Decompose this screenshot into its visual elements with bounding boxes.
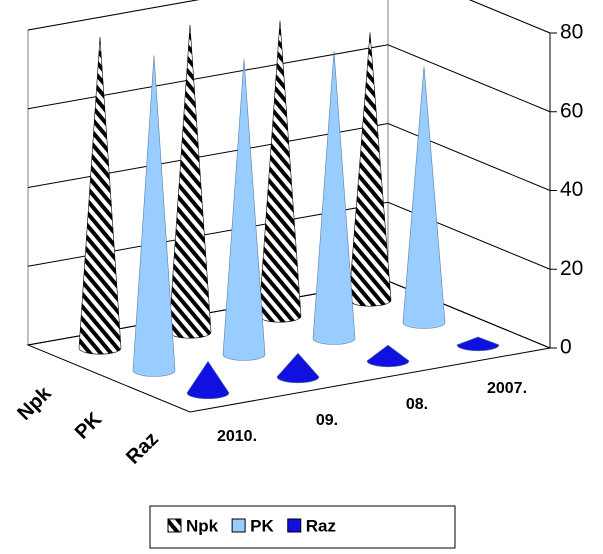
cone [222, 59, 266, 361]
legend: Npk PK Raz [149, 505, 456, 549]
x-tick-label: 08. [406, 396, 428, 413]
cone [132, 55, 176, 377]
legend-swatch [167, 518, 182, 533]
cone [312, 51, 356, 345]
depth-label: Npk [13, 382, 56, 425]
y-tick-label: 40 [560, 178, 583, 201]
cone [402, 66, 446, 329]
plot-area [78, 20, 500, 400]
y-tick-label: 20 [560, 257, 583, 280]
cone [366, 344, 410, 368]
legend-box [149, 505, 456, 549]
legend-swatch [231, 518, 246, 533]
x-tick-label: 09. [316, 412, 338, 429]
grid-line [27, 44, 551, 113]
y-tick-label: 80 [560, 21, 583, 44]
y-tick-label: 0 [560, 336, 572, 359]
depth-label: PK [71, 408, 107, 444]
y-tick-label: 60 [560, 99, 583, 122]
grid-line [27, 0, 551, 34]
depth-label: Raz [122, 428, 163, 469]
cone [78, 37, 122, 355]
legend-label: PK [250, 516, 274, 535]
cone [276, 352, 320, 384]
legend-label: Raz [306, 516, 336, 535]
cone [186, 360, 230, 400]
legend-swatch [287, 518, 302, 533]
x-tick-label: 2007. [487, 380, 527, 397]
legend-label: Npk [186, 516, 219, 535]
x-tick-label: 2010. [217, 428, 257, 445]
cone [456, 336, 500, 352]
